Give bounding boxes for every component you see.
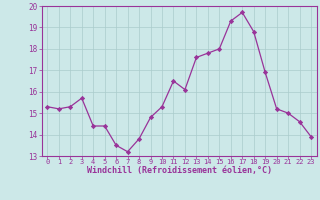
X-axis label: Windchill (Refroidissement éolien,°C): Windchill (Refroidissement éolien,°C) (87, 166, 272, 175)
